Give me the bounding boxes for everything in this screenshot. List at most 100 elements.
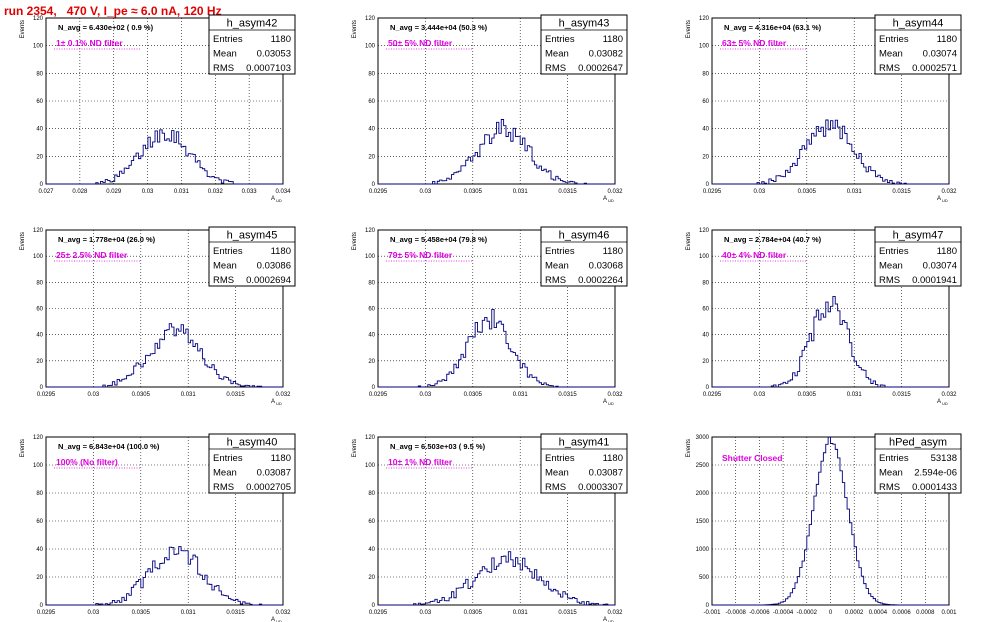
panel-h_asym42: 0.027 0.028 0.029 0.03 0.031 0.032 0.033 0.034 0… bbox=[20, 14, 296, 203]
filter-label: Shutter Closed bbox=[722, 453, 782, 463]
x-tick-label: 0.03 bbox=[420, 189, 432, 195]
y-tick-label: 120 bbox=[33, 435, 44, 441]
histogram-name: h_asym41 bbox=[559, 437, 610, 449]
histogram-series bbox=[712, 295, 949, 388]
y-tick-label: 40 bbox=[36, 547, 43, 553]
n-avg-label: N_avg = 6.843e+04 (100.0 %) bbox=[58, 442, 160, 451]
x-tick-label: -0.0006 bbox=[749, 610, 770, 616]
y-axis-label: Events bbox=[686, 232, 692, 250]
y-axis-label: Events bbox=[352, 439, 358, 457]
x-tick-label: 0.0315 bbox=[892, 189, 911, 195]
y-tick-label: 120 bbox=[33, 16, 44, 22]
panel-h_asym41: 0.0295 0.03 0.0305 0.031 0.0315 0.032 0 20 40 60 8… bbox=[352, 433, 628, 622]
stats-value: 1180 bbox=[603, 34, 623, 45]
x-tick-label: 0.032 bbox=[607, 189, 623, 195]
y-axis-label: Events bbox=[686, 439, 692, 457]
x-tick-label: 0.031 bbox=[847, 392, 863, 398]
stats-value: 1180 bbox=[937, 246, 957, 257]
panel-h_asym47: 0.0295 0.03 0.0305 0.031 0.0315 0.032 0 20 40 60 8… bbox=[686, 226, 962, 406]
y-tick-label: 60 bbox=[702, 99, 709, 105]
x-tick-label: -0.0008 bbox=[726, 610, 747, 616]
y-tick-label: 0 bbox=[706, 603, 710, 609]
x-tick-label: 0.0295 bbox=[703, 189, 722, 195]
y-tick-label: 120 bbox=[365, 435, 376, 441]
x-axis-label-sub: UD bbox=[276, 401, 282, 406]
x-tick-label: 0.029 bbox=[106, 189, 122, 195]
stats-value: 1180 bbox=[271, 34, 291, 45]
x-tick-label: 0.031 bbox=[847, 189, 863, 195]
stats-label: Mean bbox=[879, 261, 903, 272]
x-axis-label: A bbox=[937, 399, 941, 405]
stats-box bbox=[540, 14, 628, 75]
panel-h_asym40: 0.0295 0.03 0.0305 0.031 0.0315 0.032 0 20 40 60 8… bbox=[20, 433, 296, 622]
x-axis-label: A bbox=[603, 399, 607, 405]
x-tick-label: 0.0305 bbox=[464, 610, 483, 616]
stats-label: Entries bbox=[879, 246, 909, 257]
x-tick-label: 0.0305 bbox=[464, 392, 483, 398]
stats-label: RMS bbox=[879, 482, 900, 493]
y-axis-label: Events bbox=[20, 20, 26, 38]
y-tick-label: 100 bbox=[33, 463, 44, 469]
stats-value: 0.0007103 bbox=[246, 63, 291, 74]
x-axis-label-sub: UD bbox=[276, 198, 282, 203]
stats-label: Entries bbox=[879, 34, 909, 45]
x-tick-label: 0.0315 bbox=[558, 189, 577, 195]
y-tick-label: 80 bbox=[36, 71, 43, 77]
n-avg-label: N_avg = 5.458e+04 (79.8 %) bbox=[390, 235, 488, 244]
x-tick-label: 0.0315 bbox=[226, 392, 245, 398]
y-tick-label: 40 bbox=[36, 333, 43, 339]
x-tick-label: -0.0004 bbox=[773, 610, 794, 616]
y-tick-label: 20 bbox=[368, 154, 375, 160]
stats-label: RMS bbox=[213, 63, 234, 74]
stats-label: RMS bbox=[213, 482, 234, 493]
x-axis-label: A bbox=[603, 196, 607, 202]
x-axis-label: A bbox=[271, 399, 275, 405]
y-tick-label: 20 bbox=[368, 575, 375, 581]
y-tick-label: 60 bbox=[36, 307, 43, 313]
x-tick-label: 0.0295 bbox=[369, 610, 388, 616]
y-tick-label: 80 bbox=[368, 491, 375, 497]
stats-box bbox=[540, 433, 628, 494]
y-tick-label: 0 bbox=[40, 182, 44, 188]
stats-label: RMS bbox=[213, 275, 234, 286]
panel-hPed_asym: -0.001 -0.0008 -0.0006 -0.0004 -0.0002 0 0.000… bbox=[686, 433, 962, 616]
panel-h_asym43: 0.0295 0.03 0.0305 0.031 0.0315 0.032 0 20 40 60 8… bbox=[352, 14, 628, 203]
y-tick-label: 100 bbox=[365, 44, 376, 50]
y-axis-label: Events bbox=[686, 20, 692, 38]
y-tick-label: 120 bbox=[365, 16, 376, 22]
n-avg-label: N_avg = 4.316e+04 (63.1 %) bbox=[724, 23, 822, 32]
x-tick-label: 0.03 bbox=[420, 610, 432, 616]
x-axis-label-sub: UD bbox=[608, 198, 614, 203]
y-tick-label: 100 bbox=[699, 254, 710, 260]
x-tick-label: 0.001 bbox=[941, 610, 957, 616]
stats-label: RMS bbox=[545, 63, 566, 74]
y-tick-label: 0 bbox=[372, 385, 376, 391]
filter-label: 1± 0.1% ND filter bbox=[56, 38, 123, 48]
x-tick-label: 0.0315 bbox=[558, 610, 577, 616]
x-axis-label: A bbox=[603, 617, 607, 622]
x-tick-label: 0.03 bbox=[754, 392, 766, 398]
y-tick-label: 100 bbox=[33, 44, 44, 50]
stats-value: 0.03087 bbox=[257, 468, 291, 479]
y-tick-label: 60 bbox=[368, 99, 375, 105]
y-tick-label: 0 bbox=[372, 603, 376, 609]
stats-label: Entries bbox=[879, 453, 909, 464]
histogram-series bbox=[46, 323, 283, 388]
x-tick-label: 0.031 bbox=[181, 610, 197, 616]
y-tick-label: 3000 bbox=[696, 435, 710, 441]
histogram-series bbox=[46, 546, 283, 606]
stats-label: Mean bbox=[879, 49, 903, 60]
x-tick-label: 0.031 bbox=[513, 610, 529, 616]
stats-label: Mean bbox=[213, 49, 237, 60]
histogram-name: h_asym47 bbox=[893, 230, 944, 242]
y-tick-label: 0 bbox=[40, 603, 44, 609]
stats-value: 53138 bbox=[931, 453, 957, 464]
filter-label: 50± 5% ND filter bbox=[388, 38, 453, 48]
stats-box bbox=[208, 433, 296, 494]
x-axis-label: A bbox=[271, 196, 275, 202]
y-tick-label: 0 bbox=[706, 385, 710, 391]
x-tick-label: 0.0315 bbox=[892, 392, 911, 398]
histogram-name: h_asym43 bbox=[559, 18, 610, 30]
x-tick-label: 0.0305 bbox=[798, 392, 817, 398]
y-tick-label: 100 bbox=[33, 254, 44, 260]
